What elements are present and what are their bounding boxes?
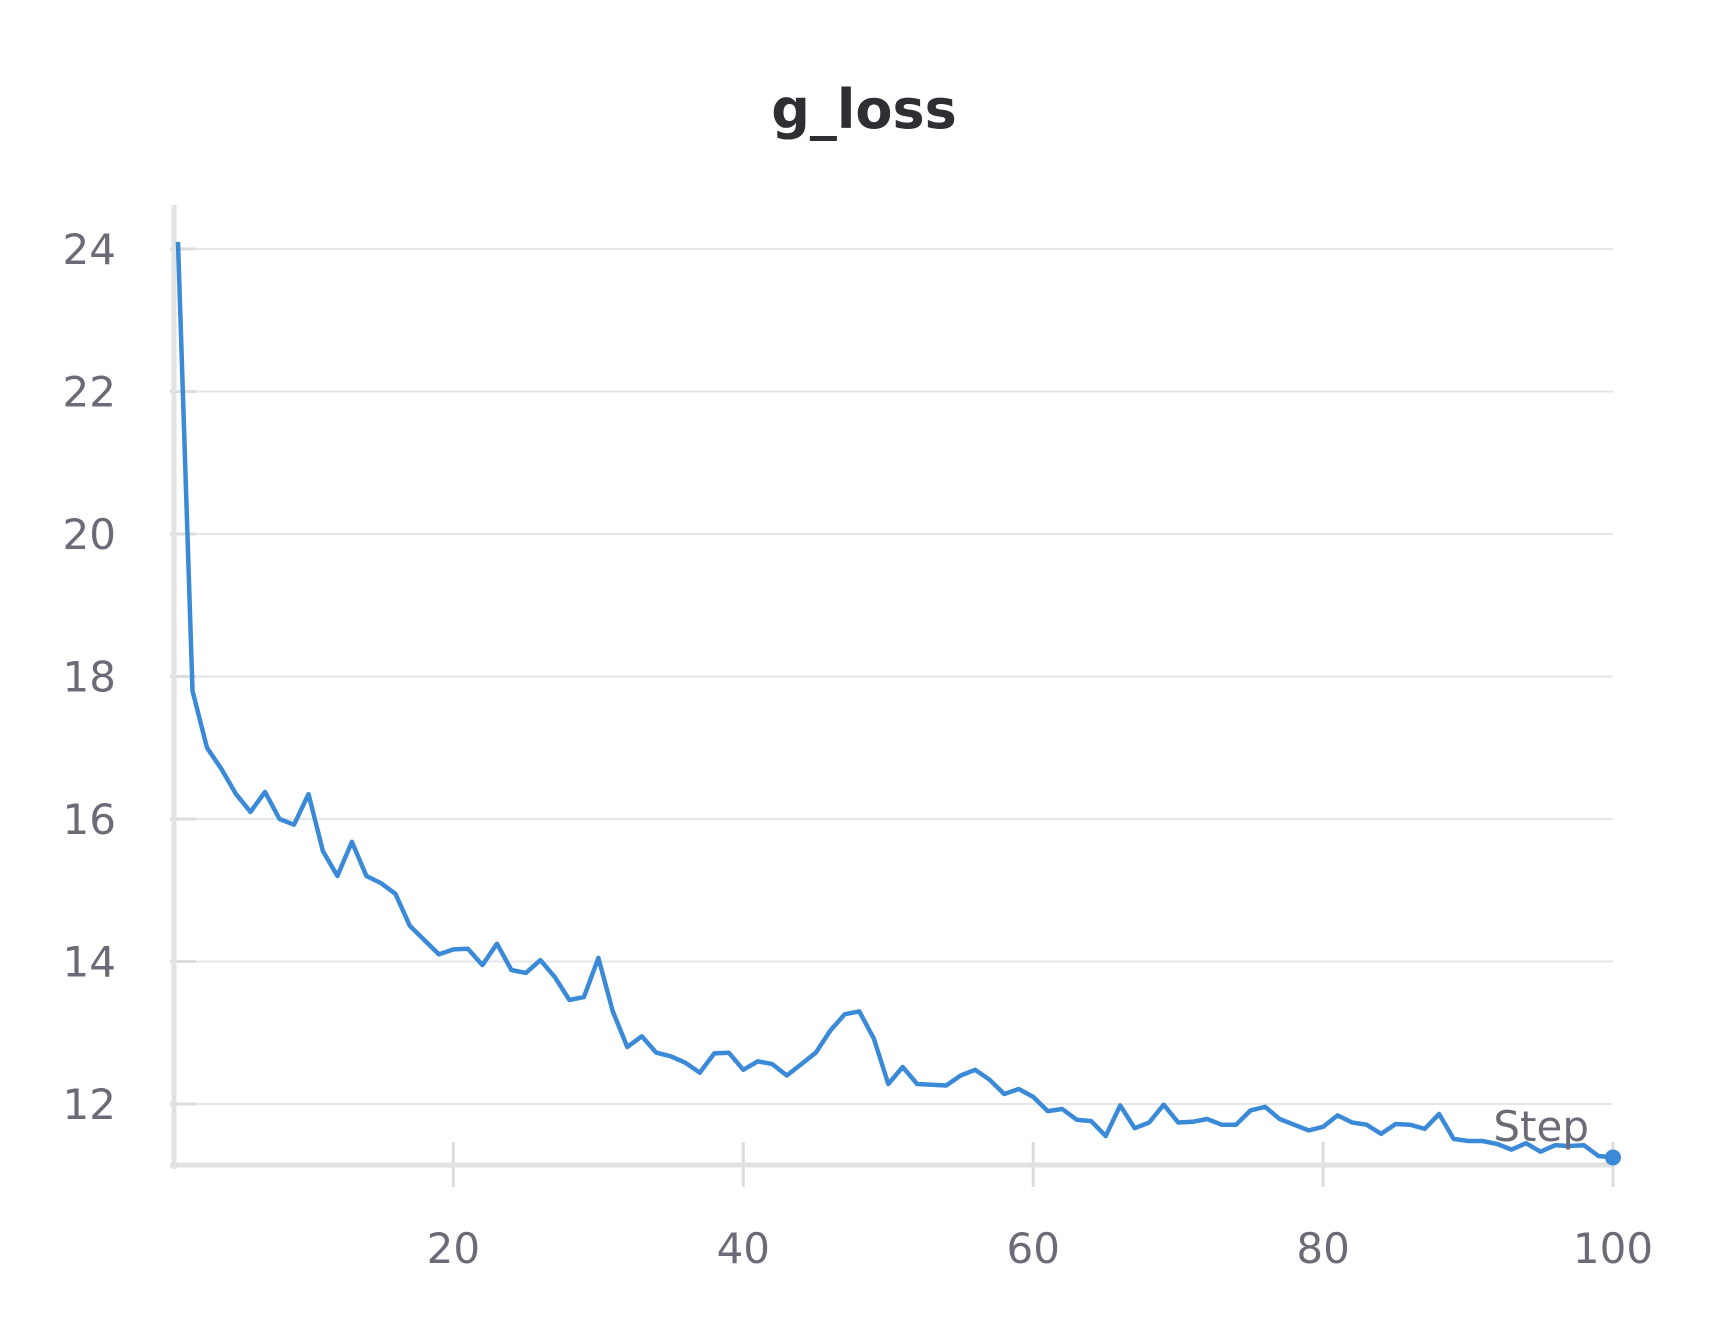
y-tick-label: 18: [63, 653, 116, 702]
y-tick-label: 12: [63, 1080, 116, 1129]
x-tick-label: 20: [427, 1224, 480, 1273]
axes: [170, 205, 1615, 1187]
y-tick-label: 22: [63, 368, 116, 417]
x-tick-label: 80: [1296, 1224, 1349, 1273]
y-tick-label: 24: [63, 225, 116, 274]
y-tick-label: 16: [63, 795, 116, 844]
x-tick-label: 60: [1006, 1224, 1059, 1273]
y-tick-label: 14: [63, 938, 116, 987]
y-tick-label: 20: [63, 510, 116, 559]
series-line: [175, 241, 1614, 1160]
series-layer: [175, 241, 1621, 1166]
tick-labels: 12 14 16 18 20 22 24 20 40 60 80 100: [63, 225, 1654, 1273]
x-axis-label: Step: [1493, 1102, 1589, 1151]
x-tick-label: 100: [1573, 1224, 1653, 1273]
series-end-point: [1605, 1149, 1621, 1166]
chart-title: g_loss: [771, 78, 957, 141]
x-tick-label: 40: [717, 1224, 770, 1273]
grid-lines: [174, 248, 1613, 1105]
